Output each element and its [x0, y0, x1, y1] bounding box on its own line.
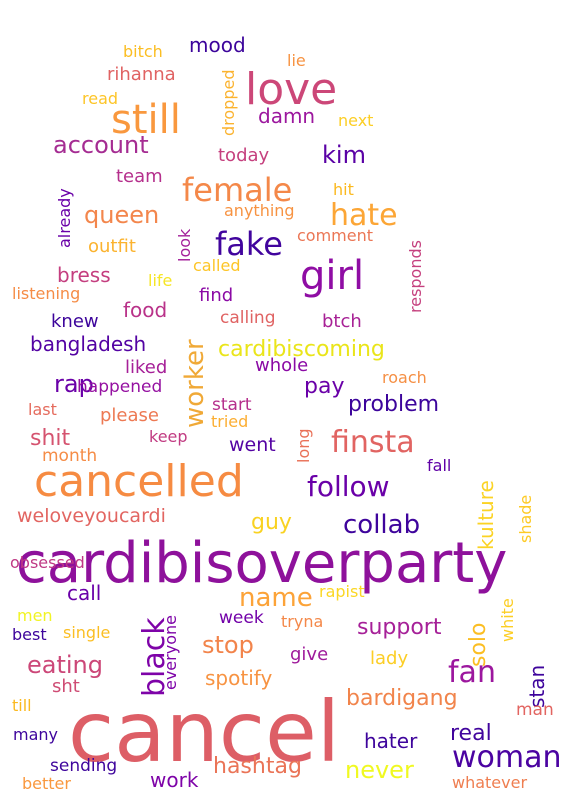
word: roach — [382, 368, 427, 387]
word: collab — [343, 510, 421, 540]
word: everyone — [161, 615, 180, 690]
word: already — [55, 188, 74, 248]
word: eating — [27, 651, 103, 679]
word: tried — [211, 412, 249, 431]
word: look — [175, 228, 194, 262]
word: best — [12, 625, 47, 644]
word: anything — [224, 201, 295, 220]
word: spotify — [205, 666, 273, 690]
word: listening — [12, 284, 81, 303]
word: life — [148, 271, 173, 290]
word: rap — [54, 370, 94, 398]
word: bangladesh — [30, 332, 147, 356]
word: bardigang — [346, 686, 458, 711]
word: cardibisoverparty — [16, 531, 508, 596]
word: month — [42, 446, 98, 466]
word: find — [199, 285, 234, 306]
word: lie — [287, 51, 306, 70]
word: shade — [516, 494, 535, 543]
word: dropped — [219, 69, 238, 136]
word: team — [116, 166, 163, 187]
word: sht — [52, 676, 80, 697]
word: liked — [125, 357, 168, 378]
word: food — [123, 298, 168, 322]
word: start — [212, 395, 252, 415]
word: called — [193, 256, 241, 275]
word: pay — [304, 374, 345, 399]
word: today — [218, 145, 270, 166]
word: rihanna — [107, 64, 176, 85]
word: real — [450, 721, 492, 746]
word: account — [53, 131, 149, 159]
word: shit — [30, 426, 71, 451]
word: worker — [180, 339, 210, 428]
word: name — [239, 583, 313, 613]
word: woman — [452, 740, 562, 775]
word: follow — [307, 470, 390, 503]
word: man — [516, 700, 554, 720]
word: fan — [448, 655, 496, 690]
word: never — [345, 756, 414, 784]
word: outfit — [88, 236, 136, 257]
word: sending — [50, 756, 118, 776]
word: support — [357, 615, 442, 640]
word: female — [182, 171, 293, 209]
word: lady — [370, 648, 409, 669]
word: call — [67, 581, 102, 605]
word: give — [290, 644, 329, 665]
word: love — [245, 64, 338, 115]
word: hate — [330, 198, 398, 233]
word: obsessed — [10, 553, 85, 572]
word: cancelled — [34, 456, 244, 507]
word: fall — [427, 456, 452, 475]
word: fake — [215, 225, 283, 263]
word: stop — [202, 631, 254, 659]
word: bress — [57, 263, 111, 287]
word: white — [498, 598, 517, 642]
word: damn — [258, 104, 316, 128]
word: problem — [348, 392, 440, 417]
word: hashtag — [213, 754, 302, 779]
word: better — [22, 774, 71, 793]
word: btch — [322, 311, 362, 332]
word: hit — [333, 180, 354, 199]
word: week — [219, 608, 264, 628]
word: last — [28, 400, 57, 419]
word: whatever — [452, 773, 528, 792]
word: guy — [251, 510, 292, 535]
word: many — [13, 725, 58, 744]
word: queen — [84, 201, 160, 229]
word: weloveyoucardi — [17, 505, 166, 527]
word: went — [229, 434, 276, 456]
word: read — [82, 89, 119, 108]
word: cardibiscoming — [218, 337, 385, 362]
word: rapist — [319, 582, 365, 601]
word: kulture — [474, 480, 498, 550]
word: till — [12, 696, 32, 715]
word: whole — [255, 355, 309, 376]
word: cancel — [68, 683, 341, 781]
word: long — [294, 428, 313, 463]
word: girl — [300, 253, 365, 299]
word: hater — [364, 729, 418, 753]
word: next — [338, 111, 374, 130]
word: happened — [77, 377, 163, 397]
word: kim — [322, 141, 366, 169]
word: finsta — [331, 425, 415, 460]
word: men — [17, 606, 53, 625]
word: solo — [466, 622, 491, 668]
word: keep — [149, 427, 188, 446]
word: calling — [220, 308, 276, 328]
word: please — [100, 405, 159, 426]
word: tryna — [281, 612, 324, 631]
word: responds — [406, 240, 425, 313]
word: mood — [189, 33, 246, 57]
word: work — [150, 768, 199, 792]
word: single — [63, 623, 111, 642]
word: comment — [297, 226, 374, 245]
word: bitch — [123, 42, 163, 61]
word: knew — [51, 311, 99, 332]
word: still — [111, 97, 181, 143]
